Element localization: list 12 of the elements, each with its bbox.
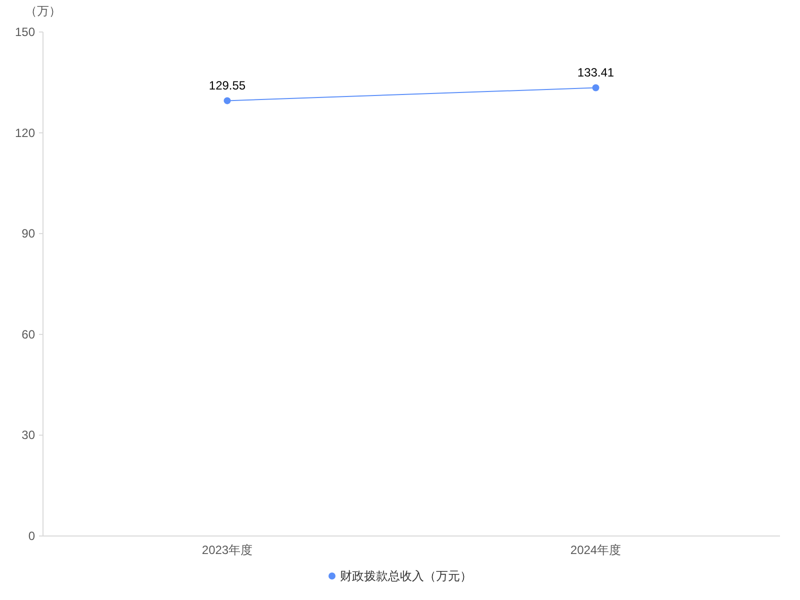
x-tick-label: 2023年度 [202, 543, 253, 557]
y-tick-label: 90 [22, 226, 36, 241]
y-tick-label: 30 [22, 428, 36, 442]
y-axis-title: （万） [25, 4, 61, 18]
y-tick-label: 150 [14, 25, 36, 39]
y-tick-label: 120 [14, 126, 36, 140]
x-tick-label: 2024年度 [570, 543, 622, 557]
data-label: 133.41 [577, 66, 614, 80]
y-tick-label: 0 [28, 529, 36, 543]
y-tick-label: 60 [22, 327, 36, 342]
legend-label: 财政拨款总收入（万元） [340, 569, 472, 583]
data-label: 129.55 [208, 78, 246, 93]
